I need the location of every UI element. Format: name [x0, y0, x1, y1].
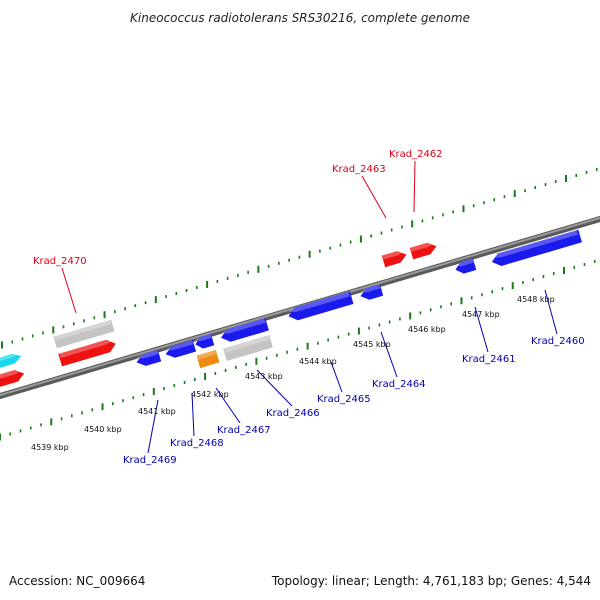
- gene-krad-2470-shine: [59, 340, 114, 358]
- gene-krad-2461[interactable]: [455, 258, 477, 274]
- gene-label-krad-2466[interactable]: Krad_2466: [266, 408, 320, 419]
- gene-pseudo-1[interactable]: [53, 319, 115, 349]
- ruler-lower: [0, 259, 596, 441]
- leader-krad-2468: [191, 392, 195, 437]
- gene-krad-2465[interactable]: [288, 291, 354, 321]
- gene-krad-2471[interactable]: [0, 370, 25, 392]
- gene-krad-2468[interactable]: [165, 340, 197, 358]
- gene-label-krad-2463[interactable]: Krad_2463: [332, 164, 386, 175]
- gene-pseudo-2-shine: [224, 335, 270, 353]
- map-title: Kineococcus radiotolerans SRS30216, comp…: [130, 11, 470, 25]
- gene-krad-2467a[interactable]: [195, 333, 215, 349]
- genome-summary-text: Topology: linear; Length: 4,761,183 bp; …: [271, 574, 591, 588]
- gene-pseudo-2[interactable]: [223, 335, 273, 361]
- leader-krad-2460: [544, 289, 558, 335]
- gene-krad-2463-shine: [382, 251, 405, 260]
- reverse-gene-labels: Krad_2469 Krad_2468 Krad_2467 Krad_2466 …: [123, 336, 585, 466]
- ruler-label-4539: 4539 kbp: [31, 443, 69, 452]
- ruler-label-4541: 4541 kbp: [138, 407, 176, 416]
- gene-label-krad-2461[interactable]: Krad_2461: [462, 354, 516, 365]
- gene-krad-2461-shine: [454, 258, 474, 267]
- ruler-label-4543: 4543 kbp: [245, 372, 283, 381]
- gene-label-krad-2460[interactable]: Krad_2460: [531, 336, 585, 347]
- ruler-labels: 4539 kbp 4540 kbp 4541 kbp 4542 kbp 4543…: [31, 295, 555, 452]
- gene-label-krad-2462[interactable]: Krad_2462: [389, 149, 443, 160]
- ruler-label-4547: 4547 kbp: [462, 310, 500, 319]
- gene-krad-2469-shine: [135, 350, 159, 359]
- leader-krad-2466: [256, 369, 293, 407]
- gene-pseudo-1-shine: [54, 320, 112, 341]
- ruler-label-4540: 4540 kbp: [84, 425, 122, 434]
- gene-krad-2464[interactable]: [360, 284, 384, 300]
- ruler-label-4548: 4548 kbp: [517, 295, 555, 304]
- gene-krad-2464-shine: [359, 284, 381, 293]
- gene-krad-2469[interactable]: [136, 349, 162, 366]
- gene-krad-2465-shine: [288, 291, 350, 312]
- gene-label-krad-2464[interactable]: Krad_2464: [372, 379, 426, 390]
- gene-label-krad-2470[interactable]: Krad_2470: [33, 256, 87, 267]
- gene-krad-2467a-shine: [194, 333, 212, 341]
- gene-label-krad-2469[interactable]: Krad_2469: [123, 455, 177, 466]
- ruler-label-4546: 4546 kbp: [408, 325, 446, 334]
- ruler-label-4545: 4545 kbp: [353, 340, 391, 349]
- leader-krad-2464: [380, 331, 398, 378]
- gene-krad-2467[interactable]: [196, 349, 220, 369]
- gene-krad-2462[interactable]: [409, 242, 437, 260]
- leader-krad-2461: [474, 306, 489, 353]
- gene-cyan[interactable]: [0, 353, 22, 373]
- gene-krad-2460-shine: [492, 230, 578, 258]
- gene-krad-2460[interactable]: [491, 229, 582, 266]
- gene-krad-2466-shine: [220, 318, 266, 334]
- leader-krad-2469: [147, 399, 159, 454]
- accession-text: Accession: NC_009664: [9, 574, 146, 588]
- gene-label-krad-2467[interactable]: Krad_2467: [217, 425, 271, 436]
- gene-krad-2463[interactable]: [381, 251, 407, 268]
- gene-krad-2471-shine: [0, 370, 23, 379]
- gene-label-krad-2465[interactable]: Krad_2465: [317, 394, 371, 405]
- gene-cyan-shine: [0, 353, 20, 362]
- gene-krad-2467-shine: [197, 350, 217, 360]
- forward-gene-labels: Krad_2470 Krad_2463 Krad_2462: [33, 149, 443, 267]
- gene-features: [0, 229, 582, 392]
- gene-krad-2468-shine: [165, 340, 194, 351]
- leader-krad-2467: [215, 387, 241, 424]
- ruler-label-4544: 4544 kbp: [299, 357, 337, 366]
- ruler-upper: [1, 167, 598, 349]
- leader-krad-2470: [61, 267, 77, 314]
- gene-krad-2466[interactable]: [221, 318, 269, 342]
- label-leader-lines: [61, 160, 558, 454]
- leader-krad-2465: [330, 361, 343, 393]
- leader-krad-2463: [361, 175, 387, 219]
- gene-krad-2470[interactable]: [58, 339, 116, 367]
- ruler-label-4542: 4542 kbp: [191, 390, 229, 399]
- gene-krad-2462-shine: [410, 242, 435, 252]
- gene-label-krad-2468[interactable]: Krad_2468: [170, 438, 224, 449]
- leader-krad-2462: [413, 160, 416, 213]
